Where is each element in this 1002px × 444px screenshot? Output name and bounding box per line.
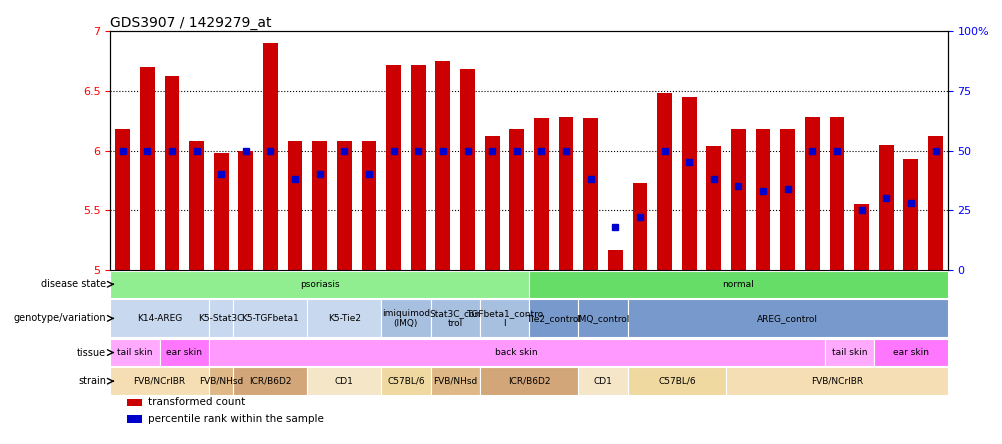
Bar — [479, 299, 529, 337]
Bar — [558, 117, 573, 270]
Text: transformed count: transformed count — [148, 397, 245, 407]
Bar — [233, 299, 307, 337]
Bar — [460, 69, 474, 270]
Text: ICR/B6D2: ICR/B6D2 — [507, 377, 550, 386]
Bar — [361, 141, 376, 270]
Bar — [829, 117, 844, 270]
Bar — [127, 399, 142, 406]
Bar — [824, 339, 873, 366]
Bar — [189, 141, 203, 270]
Bar — [583, 118, 597, 270]
Text: tissue: tissue — [77, 348, 106, 357]
Bar — [381, 299, 430, 337]
Bar — [529, 270, 947, 298]
Bar — [386, 64, 401, 270]
Bar — [927, 136, 942, 270]
Bar — [159, 339, 208, 366]
Text: ICR/B6D2: ICR/B6D2 — [248, 377, 292, 386]
Bar — [656, 93, 671, 270]
Bar — [115, 129, 130, 270]
Text: C57BL/6: C57BL/6 — [387, 377, 424, 386]
Text: FVB/NHsd: FVB/NHsd — [198, 377, 243, 386]
Bar — [730, 129, 745, 270]
Bar — [873, 339, 947, 366]
Text: FVB/NHsd: FVB/NHsd — [433, 377, 477, 386]
Bar — [337, 141, 352, 270]
Bar — [110, 368, 208, 395]
Bar — [627, 368, 725, 395]
Text: K5-Tie2: K5-Tie2 — [328, 314, 361, 323]
Text: K5-Stat3C: K5-Stat3C — [198, 314, 243, 323]
Text: back skin: back skin — [495, 348, 537, 357]
Bar — [238, 151, 253, 270]
Bar — [213, 153, 228, 270]
Bar — [164, 76, 179, 270]
Bar — [139, 67, 154, 270]
Bar — [435, 61, 450, 270]
Bar — [307, 299, 381, 337]
Bar — [208, 339, 824, 366]
Bar — [312, 141, 327, 270]
Text: FVB/NCrIBR: FVB/NCrIBR — [133, 377, 185, 386]
Bar — [632, 183, 646, 270]
Bar — [529, 299, 578, 337]
Bar — [479, 368, 578, 395]
Bar — [307, 368, 381, 395]
Bar — [288, 141, 303, 270]
Text: disease state: disease state — [41, 279, 106, 289]
Text: CD1: CD1 — [335, 377, 354, 386]
Bar — [780, 129, 795, 270]
Bar — [430, 299, 479, 337]
Bar — [681, 97, 695, 270]
Bar — [411, 64, 425, 270]
Text: psoriasis: psoriasis — [300, 280, 340, 289]
Bar — [208, 299, 233, 337]
Text: tail skin: tail skin — [831, 348, 866, 357]
Bar — [705, 146, 720, 270]
Text: tail skin: tail skin — [117, 348, 152, 357]
Bar — [381, 368, 430, 395]
Text: strain: strain — [78, 376, 106, 386]
Text: ear skin: ear skin — [166, 348, 202, 357]
Bar — [110, 339, 159, 366]
Text: TGFbeta1_contro
l: TGFbeta1_contro l — [465, 309, 542, 328]
Text: ear skin: ear skin — [892, 348, 928, 357]
Text: K5-TGFbeta1: K5-TGFbeta1 — [241, 314, 299, 323]
Bar — [878, 145, 893, 270]
Bar — [127, 416, 142, 423]
Bar — [263, 43, 278, 270]
Bar — [110, 270, 529, 298]
Text: C57BL/6: C57BL/6 — [657, 377, 695, 386]
Bar — [233, 368, 307, 395]
Text: Tie2_control: Tie2_control — [526, 314, 580, 323]
Bar — [627, 299, 947, 337]
Bar — [533, 118, 548, 270]
Bar — [509, 129, 524, 270]
Bar — [208, 368, 233, 395]
Bar — [430, 368, 479, 395]
Text: genotype/variation: genotype/variation — [13, 313, 106, 323]
Text: normal: normal — [721, 280, 754, 289]
Bar — [805, 117, 819, 270]
Bar — [725, 368, 947, 395]
Text: CD1: CD1 — [593, 377, 612, 386]
Text: K14-AREG: K14-AREG — [137, 314, 182, 323]
Bar — [110, 299, 208, 337]
Bar — [903, 159, 918, 270]
Text: percentile rank within the sample: percentile rank within the sample — [148, 414, 324, 424]
Text: GDS3907 / 1429279_at: GDS3907 / 1429279_at — [110, 16, 272, 30]
Text: IMQ_control: IMQ_control — [576, 314, 629, 323]
Bar — [607, 250, 622, 270]
Text: Stat3C_con
trol: Stat3C_con trol — [429, 309, 480, 328]
Bar — [755, 129, 770, 270]
Bar — [578, 368, 627, 395]
Text: AREG_control: AREG_control — [757, 314, 818, 323]
Bar — [578, 299, 627, 337]
Bar — [484, 136, 499, 270]
Text: FVB/NCrIBR: FVB/NCrIBR — [811, 377, 862, 386]
Text: imiquimod
(IMQ): imiquimod (IMQ) — [382, 309, 430, 328]
Bar — [854, 204, 868, 270]
